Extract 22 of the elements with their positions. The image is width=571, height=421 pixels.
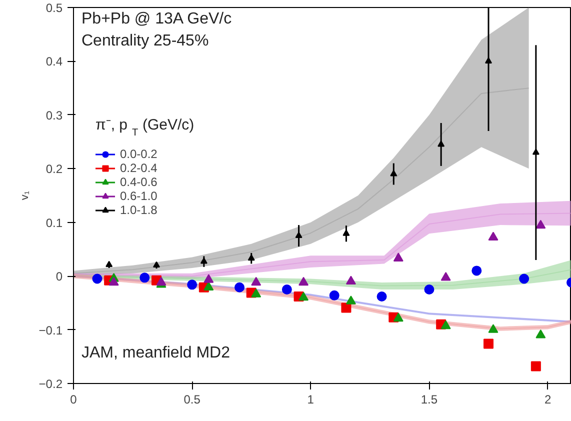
y-tick-label: −0.1 — [38, 323, 63, 338]
y-axis-title: v₁ — [18, 190, 31, 200]
legend-label: 1.0-1.8 — [120, 203, 158, 217]
y-tick-label: −0.2 — [38, 377, 63, 391]
x-tick-label: 2 — [544, 392, 552, 406]
y-tick-label: 0.3 — [46, 108, 63, 122]
annotation: JAM, meanfield MD2 — [82, 344, 230, 362]
annotation: Pb+Pb @ 13A GeV/c — [82, 10, 232, 28]
y-tick-label: 0.1 — [46, 216, 63, 230]
x-tick-label: 1 — [307, 392, 314, 406]
legend-label: 0.6-1.0 — [120, 189, 158, 203]
annotation: Centrality 25-45% — [82, 32, 209, 50]
y-tick-label: 0.2 — [46, 162, 63, 176]
x-tick-label: 0.5 — [184, 392, 201, 406]
y-tick-label: 0.4 — [46, 54, 63, 69]
legend-label: 0.0-0.2 — [120, 147, 158, 161]
legend-label: 0.4-0.6 — [120, 175, 158, 189]
y-tick-label: 0.5 — [46, 1, 63, 15]
x-tick-label: 1.5 — [420, 392, 438, 406]
x-tick-label: 0 — [70, 392, 78, 406]
y-tick-label: 0 — [56, 270, 63, 284]
legend-label: 0.2-0.4 — [120, 161, 158, 175]
